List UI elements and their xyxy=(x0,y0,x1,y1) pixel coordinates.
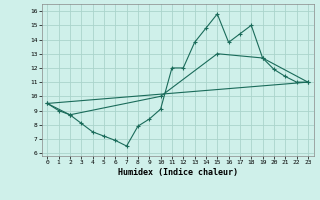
X-axis label: Humidex (Indice chaleur): Humidex (Indice chaleur) xyxy=(118,168,237,177)
